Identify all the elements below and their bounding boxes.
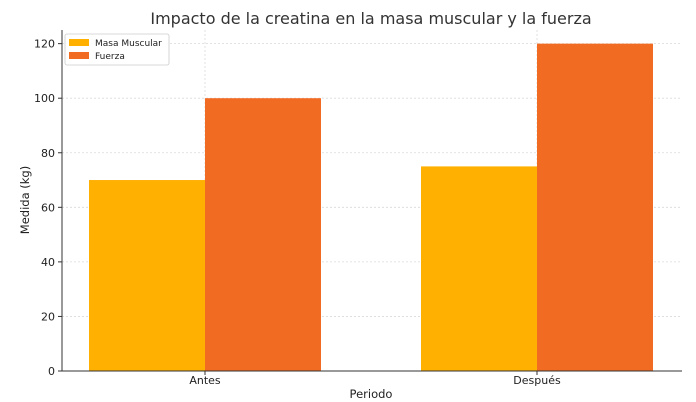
x-ticks: Antes Después	[189, 371, 561, 387]
bar-fuerza-0	[205, 98, 321, 371]
legend-label: Fuerza	[95, 52, 125, 62]
axes	[61, 30, 682, 372]
x-axis-label: Periodo	[350, 387, 393, 401]
bars	[89, 43, 653, 371]
y-tick-label: 0	[48, 365, 55, 378]
y-tick-label: 100	[34, 92, 55, 105]
legend-label: Masa Muscular	[95, 39, 162, 49]
y-axis-label: Medida (kg)	[18, 166, 32, 234]
y-tick-label: 60	[41, 201, 55, 214]
legend-swatch	[69, 52, 89, 59]
y-tick-label: 120	[34, 38, 55, 51]
x-tick-label: Después	[513, 374, 561, 387]
bar-fuerza-1	[537, 43, 653, 371]
bar-masa-muscular-0	[89, 180, 205, 371]
bar-masa-muscular-1	[421, 166, 537, 371]
y-ticks: 0 20 40 60 80 100 120	[34, 38, 62, 378]
y-tick-label: 80	[41, 147, 55, 160]
legend: Masa Muscular Fuerza	[64, 33, 170, 66]
y-tick-label: 40	[41, 256, 55, 269]
y-tick-label: 20	[41, 310, 55, 323]
x-tick-label: Antes	[189, 374, 221, 387]
legend-box	[64, 33, 170, 66]
chart-title: Impacto de la creatina en la masa muscul…	[150, 9, 591, 28]
legend-swatch	[69, 39, 89, 46]
